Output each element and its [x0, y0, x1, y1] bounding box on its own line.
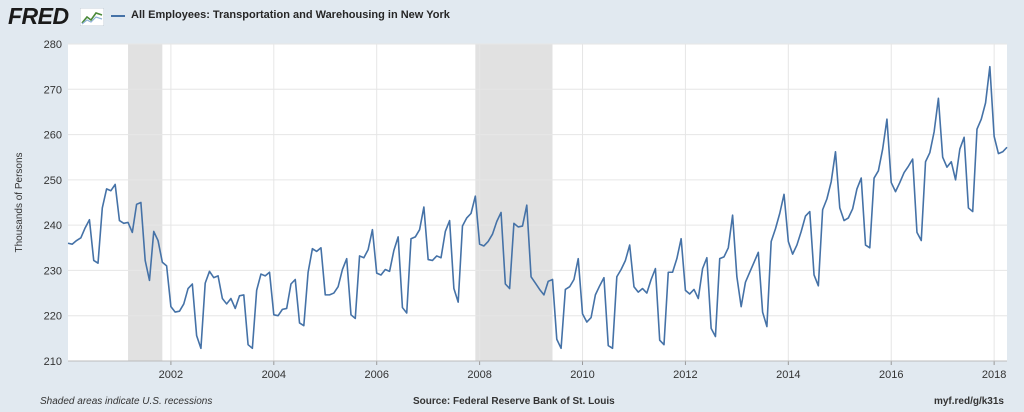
x-tick-label: 2008	[467, 369, 491, 381]
x-tick-label: 2006	[364, 369, 388, 381]
y-tick-label: 230	[44, 265, 62, 277]
x-tick-label: 2002	[159, 369, 183, 381]
x-tick-label: 2016	[879, 369, 903, 381]
y-tick-label: 260	[44, 130, 62, 142]
x-tick-label: 2012	[673, 369, 697, 381]
x-tick-label: 2004	[262, 369, 286, 381]
x-tick-label: 2010	[570, 369, 594, 381]
series-line	[67, 65, 1008, 350]
chart-header: FRED All Employees: Transportation and W…	[0, 0, 1024, 34]
y-tick-label: 270	[44, 84, 62, 96]
y-tick-label: 250	[44, 175, 62, 187]
x-tick-label: 2014	[776, 369, 800, 381]
x-tick-label: 2018	[982, 369, 1006, 381]
legend-line-swatch	[111, 15, 125, 17]
y-tick-label: 210	[44, 356, 62, 368]
chart-title: All Employees: Transportation and Wareho…	[131, 9, 450, 21]
y-axis-label: Thousands of Persons	[14, 152, 25, 252]
y-tick-label: 240	[44, 220, 62, 232]
y-tick-label: 220	[44, 311, 62, 323]
short-link[interactable]: myf.red/g/k31s	[933, 396, 1004, 407]
recession-band	[475, 44, 553, 361]
fred-chart-logo-icon	[80, 8, 104, 26]
recession-band	[128, 44, 163, 361]
y-tick-label: 280	[44, 39, 62, 51]
source-note: Source: Federal Reserve Bank of St. Loui…	[413, 396, 615, 407]
fred-logo[interactable]: FRED	[8, 3, 69, 29]
recession-note: Shaded areas indicate U.S. recessions	[40, 396, 213, 407]
